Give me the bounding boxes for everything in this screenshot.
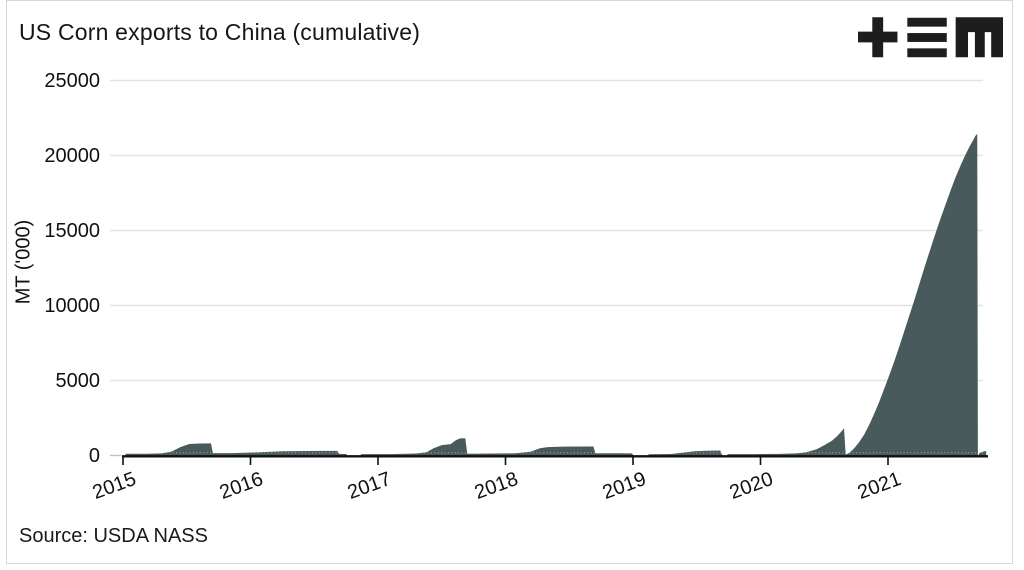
y-tick-label: 15000: [44, 219, 100, 242]
tem-logo-icon: [858, 17, 1004, 58]
y-axis-title: MT ('000): [12, 219, 35, 305]
chart-title: US Corn exports to China (cumulative): [19, 19, 421, 45]
y-tick-label: 10000: [44, 294, 100, 317]
y-tick-label: 20000: [44, 144, 100, 167]
tem-logo: [858, 17, 1004, 58]
y-tick-label: 5000: [55, 369, 101, 392]
y-tick-label: 25000: [44, 69, 100, 92]
y-tick-label: 0: [88, 444, 100, 467]
logo-bars-glyph: [907, 17, 947, 58]
source-caption: Source: USDA NASS: [19, 525, 208, 547]
area-series: [125, 133, 987, 456]
logo-plus-glyph: [858, 17, 898, 58]
chart-card-border: [6, 0, 1013, 564]
logo-m-glyph: [955, 17, 1004, 58]
